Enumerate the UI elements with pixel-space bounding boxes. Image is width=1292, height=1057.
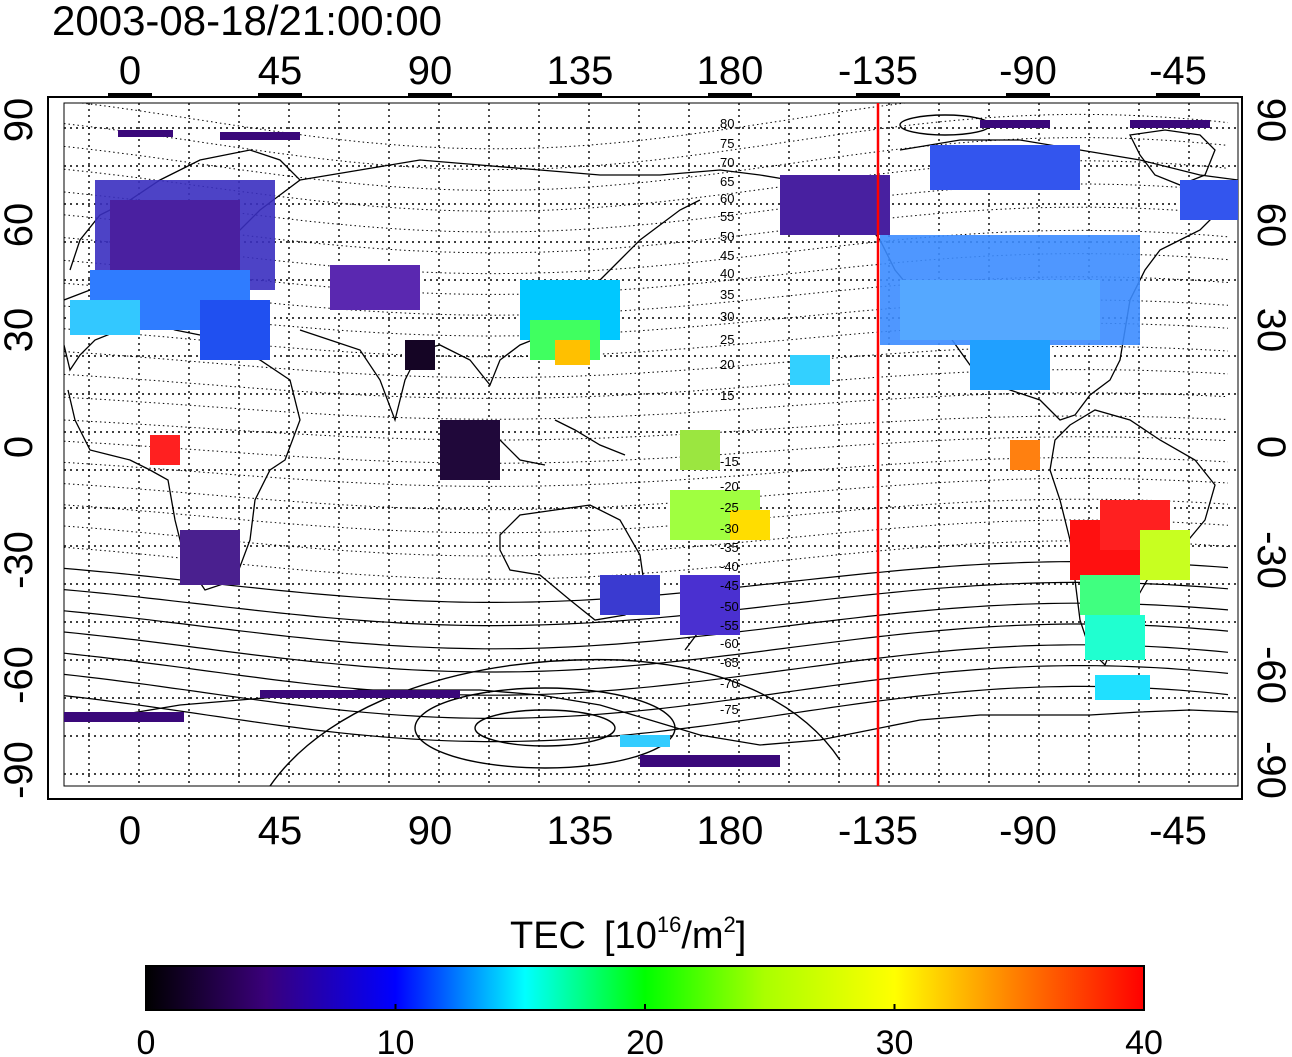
contour-label: 60 <box>720 191 734 206</box>
contour-label: 15 <box>720 388 734 403</box>
bottom-lon-tick-label: -45 <box>1149 809 1207 853</box>
bottom-lon-tick-label: 90 <box>408 809 453 853</box>
contour-line <box>64 665 1229 719</box>
left-lat-tick-label: 30 <box>0 308 41 353</box>
contour-label: -55 <box>720 618 739 633</box>
right-lat-tick-label: -60 <box>1249 646 1292 704</box>
contour-label: -35 <box>720 540 739 555</box>
right-lat-tick-label: -30 <box>1249 531 1292 589</box>
contour-label: -50 <box>720 599 739 614</box>
top-lon-tick-label: -45 <box>1149 49 1207 93</box>
contour-label: -25 <box>720 500 739 515</box>
top-lon-tick-label: 90 <box>408 49 453 93</box>
tec-observation-patches <box>64 120 1238 767</box>
top-lon-tick-label: -90 <box>999 49 1057 93</box>
polar-contour <box>269 658 841 786</box>
contour-label: 55 <box>720 209 734 224</box>
top-longitude-tick-labels: 0 45 90 135 180 -135 -90 -45 <box>108 49 1207 99</box>
contour-label: -15 <box>720 454 739 469</box>
contour-label: 80 <box>720 116 734 131</box>
contour-label: -60 <box>720 636 739 651</box>
colorbar-gradient <box>145 965 1145 1011</box>
map-title: 2003-08-18/21:00:00 <box>52 0 442 44</box>
contour-line <box>64 345 1229 379</box>
contour-label: 35 <box>720 287 734 302</box>
right-lat-tick-label: -90 <box>1249 741 1292 799</box>
contour-label: 30 <box>720 309 734 324</box>
contour-label: -65 <box>720 655 739 670</box>
right-lat-tick-label: 90 <box>1249 98 1292 143</box>
contour-line <box>64 369 1229 399</box>
bottom-longitude-tick-labels: 0 45 90 135 180 -135 -90 -45 <box>119 809 1207 853</box>
contour-line <box>64 540 1229 580</box>
contour-line <box>64 436 1229 464</box>
contour-line <box>64 415 1229 441</box>
top-lon-tick-label: 180 <box>697 49 764 93</box>
contour-label: -40 <box>720 559 739 574</box>
contour-label: -30 <box>720 521 739 536</box>
bottom-lon-tick-label: -135 <box>838 809 918 853</box>
contour-line <box>64 392 1229 420</box>
right-latitude-tick-labels: 90 60 30 0 -30 -60 -90 <box>1249 98 1292 799</box>
colorbar-label: TEC [1016/m2] <box>510 912 746 957</box>
contour-label: 75 <box>720 136 734 151</box>
right-lat-tick-label: 60 <box>1249 203 1292 248</box>
contour-label: -75 <box>720 702 739 717</box>
contour-line <box>64 581 1229 627</box>
contour-line <box>64 457 1229 487</box>
bottom-lon-tick-label: 45 <box>258 809 303 853</box>
contour-label: 50 <box>720 229 734 244</box>
map-plot-area <box>63 102 1239 787</box>
bottom-lon-tick-label: 180 <box>697 809 764 853</box>
top-lon-tick-label: 45 <box>258 49 303 93</box>
contour-label: 20 <box>720 357 734 372</box>
left-lat-tick-label: -60 <box>0 646 41 704</box>
top-lon-tick-label: -135 <box>838 49 918 93</box>
contour-label: 45 <box>720 248 734 263</box>
left-lat-tick-label: -90 <box>0 741 41 799</box>
bottom-lon-tick-label: 135 <box>547 809 614 853</box>
left-lat-tick-label: -30 <box>0 531 41 589</box>
colorbar-tick-label: 40 <box>1125 1024 1163 1057</box>
contour-label: -20 <box>720 479 739 494</box>
bottom-lon-tick-label: 0 <box>119 809 141 853</box>
colorbar-tick-label: 20 <box>626 1024 664 1057</box>
contour-line <box>64 519 1229 557</box>
right-lat-tick-label: 0 <box>1249 436 1292 458</box>
contour-line <box>64 644 1229 696</box>
colorbar: TEC [1016/m2] 0 10 20 30 40 <box>137 912 1163 1057</box>
contour-line <box>64 477 1229 511</box>
contour-label: -45 <box>720 578 739 593</box>
contour-label: 70 <box>720 155 734 170</box>
contour-line <box>77 103 910 150</box>
polar-contour <box>474 709 616 747</box>
contour-line <box>64 113 1229 171</box>
contour-line <box>64 685 1229 743</box>
left-lat-tick-label: 60 <box>0 203 41 248</box>
bottom-lon-tick-label: -90 <box>999 809 1057 853</box>
top-lon-tick-label: 135 <box>547 49 614 93</box>
colorbar-tick-label: 0 <box>137 1024 156 1057</box>
contour-line <box>64 602 1229 650</box>
contour-label: 65 <box>720 174 734 189</box>
colorbar-tick-label: 30 <box>876 1024 914 1057</box>
colorbar-tick-labels: 0 10 20 30 40 <box>137 1004 1163 1057</box>
contour-line <box>64 498 1229 534</box>
colorbar-tick-label: 10 <box>377 1024 415 1057</box>
right-lat-tick-label: 30 <box>1249 308 1292 353</box>
contour-label: -70 <box>720 676 739 691</box>
left-lat-tick-label: 90 <box>0 98 41 143</box>
contour-label: 25 <box>720 332 734 347</box>
contour-line <box>64 623 1229 673</box>
contour-label: 40 <box>720 266 734 281</box>
left-latitude-tick-labels: 90 60 30 0 -30 -60 -90 <box>0 98 41 799</box>
contour-labels: 80 75 70 65 60 55 50 45 40 35 30 25 20 15 -15 -20 -25 -30… <box>720 116 739 717</box>
top-lon-tick-label: 0 <box>119 49 141 93</box>
left-lat-tick-label: 0 <box>0 436 41 458</box>
